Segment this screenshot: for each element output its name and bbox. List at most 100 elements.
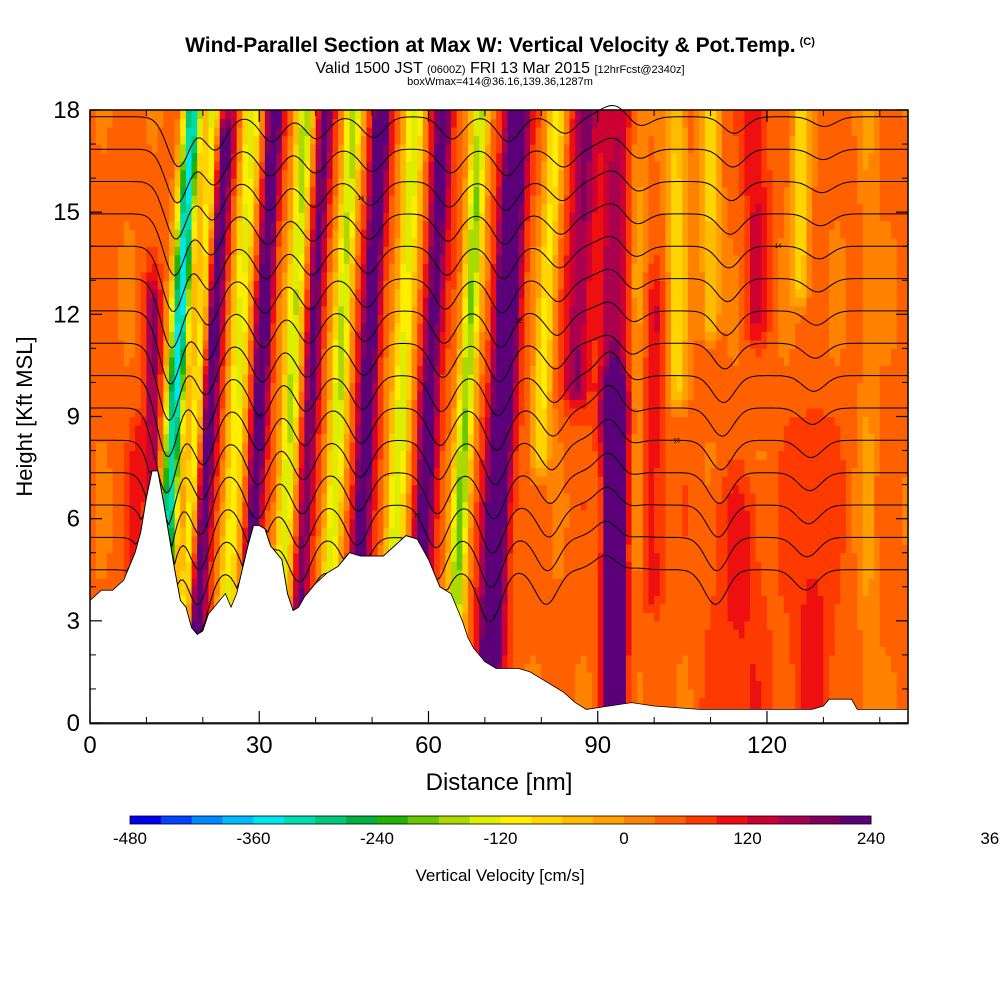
w-cell bbox=[434, 118, 441, 128]
w-cell bbox=[388, 203, 396, 213]
w-cell bbox=[293, 331, 300, 341]
w-cell bbox=[439, 467, 447, 477]
w-cell bbox=[456, 339, 463, 349]
w-cell bbox=[264, 501, 272, 511]
w-cell bbox=[185, 186, 193, 196]
w-cell bbox=[157, 178, 164, 188]
w-cell bbox=[185, 339, 193, 349]
w-cell bbox=[242, 271, 249, 281]
w-cell bbox=[270, 297, 277, 307]
w-cell bbox=[231, 356, 238, 367]
w-cell bbox=[467, 212, 475, 222]
w-cell bbox=[270, 237, 277, 247]
w-cell bbox=[129, 305, 136, 315]
w-cell bbox=[411, 527, 418, 537]
w-cell bbox=[90, 288, 97, 298]
w-cell bbox=[101, 178, 108, 188]
w-cell bbox=[129, 186, 136, 196]
w-cell bbox=[326, 237, 334, 247]
w-cell bbox=[338, 527, 345, 537]
w-cell bbox=[197, 178, 204, 188]
w-cell bbox=[168, 195, 176, 205]
w-cell bbox=[349, 535, 356, 545]
w-cell bbox=[473, 152, 480, 162]
w-cell bbox=[428, 237, 435, 247]
w-cell bbox=[298, 348, 305, 358]
w-cell bbox=[388, 527, 396, 537]
w-cell bbox=[253, 305, 260, 315]
w-cell bbox=[428, 305, 435, 315]
w-cell bbox=[174, 450, 181, 460]
w-cell bbox=[236, 237, 243, 247]
w-cell bbox=[332, 110, 339, 120]
w-cell bbox=[326, 365, 334, 375]
w-cell bbox=[247, 467, 255, 477]
w-cell bbox=[253, 263, 260, 273]
w-cell bbox=[304, 578, 311, 588]
w-cell bbox=[400, 382, 407, 392]
w-cell bbox=[157, 399, 164, 409]
w-cell bbox=[253, 433, 260, 443]
w-cell bbox=[180, 578, 187, 588]
w-cell bbox=[310, 501, 317, 511]
w-cell bbox=[281, 314, 289, 324]
w-cell bbox=[242, 442, 249, 452]
w-cell bbox=[253, 365, 260, 375]
w-cell bbox=[95, 569, 102, 579]
w-cell bbox=[439, 390, 447, 401]
w-cell bbox=[293, 484, 300, 494]
w-cell bbox=[264, 127, 272, 137]
w-cell bbox=[247, 459, 255, 469]
w-cell bbox=[135, 518, 142, 528]
w-cell bbox=[462, 535, 469, 545]
w-cell bbox=[264, 510, 272, 520]
w-cell bbox=[479, 595, 486, 605]
w-cell bbox=[185, 510, 193, 520]
w-cell bbox=[112, 254, 119, 264]
w-cell bbox=[372, 254, 379, 264]
w-cell bbox=[219, 510, 226, 520]
w-cell bbox=[287, 399, 294, 409]
w-cell bbox=[394, 493, 401, 503]
w-cell bbox=[197, 552, 204, 562]
w-cell bbox=[321, 135, 328, 145]
w-cell bbox=[247, 365, 255, 375]
w-cell bbox=[208, 527, 215, 537]
w-cell bbox=[456, 246, 463, 256]
w-cell bbox=[462, 561, 469, 571]
w-cell bbox=[287, 271, 294, 281]
w-cell bbox=[400, 484, 407, 494]
w-cell bbox=[236, 493, 243, 503]
w-cell bbox=[174, 348, 181, 358]
w-cell bbox=[293, 450, 300, 460]
w-cell bbox=[304, 263, 311, 273]
w-cell bbox=[388, 365, 396, 375]
w-cell bbox=[146, 416, 153, 426]
w-cell bbox=[152, 459, 159, 469]
w-cell bbox=[242, 118, 249, 128]
w-cell bbox=[197, 314, 204, 324]
w-cell bbox=[372, 433, 379, 443]
w-cell bbox=[264, 356, 272, 367]
w-cell bbox=[332, 365, 339, 375]
w-cell bbox=[383, 271, 390, 281]
w-cell bbox=[253, 459, 260, 469]
w-cell bbox=[231, 561, 238, 571]
w-cell bbox=[140, 127, 148, 137]
w-cell bbox=[219, 527, 226, 537]
w-cell bbox=[219, 586, 226, 596]
w-cell bbox=[106, 373, 114, 384]
w-cell bbox=[326, 552, 334, 562]
w-cell bbox=[191, 373, 198, 384]
w-cell bbox=[180, 569, 187, 579]
w-cell bbox=[106, 271, 114, 281]
w-cell bbox=[101, 118, 108, 128]
w-cell bbox=[123, 382, 131, 392]
w-cell bbox=[456, 186, 463, 196]
w-cell bbox=[180, 425, 187, 435]
w-cell bbox=[349, 127, 356, 137]
w-cell bbox=[439, 195, 447, 205]
w-cell bbox=[208, 280, 215, 290]
w-cell bbox=[202, 569, 210, 579]
w-cell bbox=[310, 535, 317, 545]
